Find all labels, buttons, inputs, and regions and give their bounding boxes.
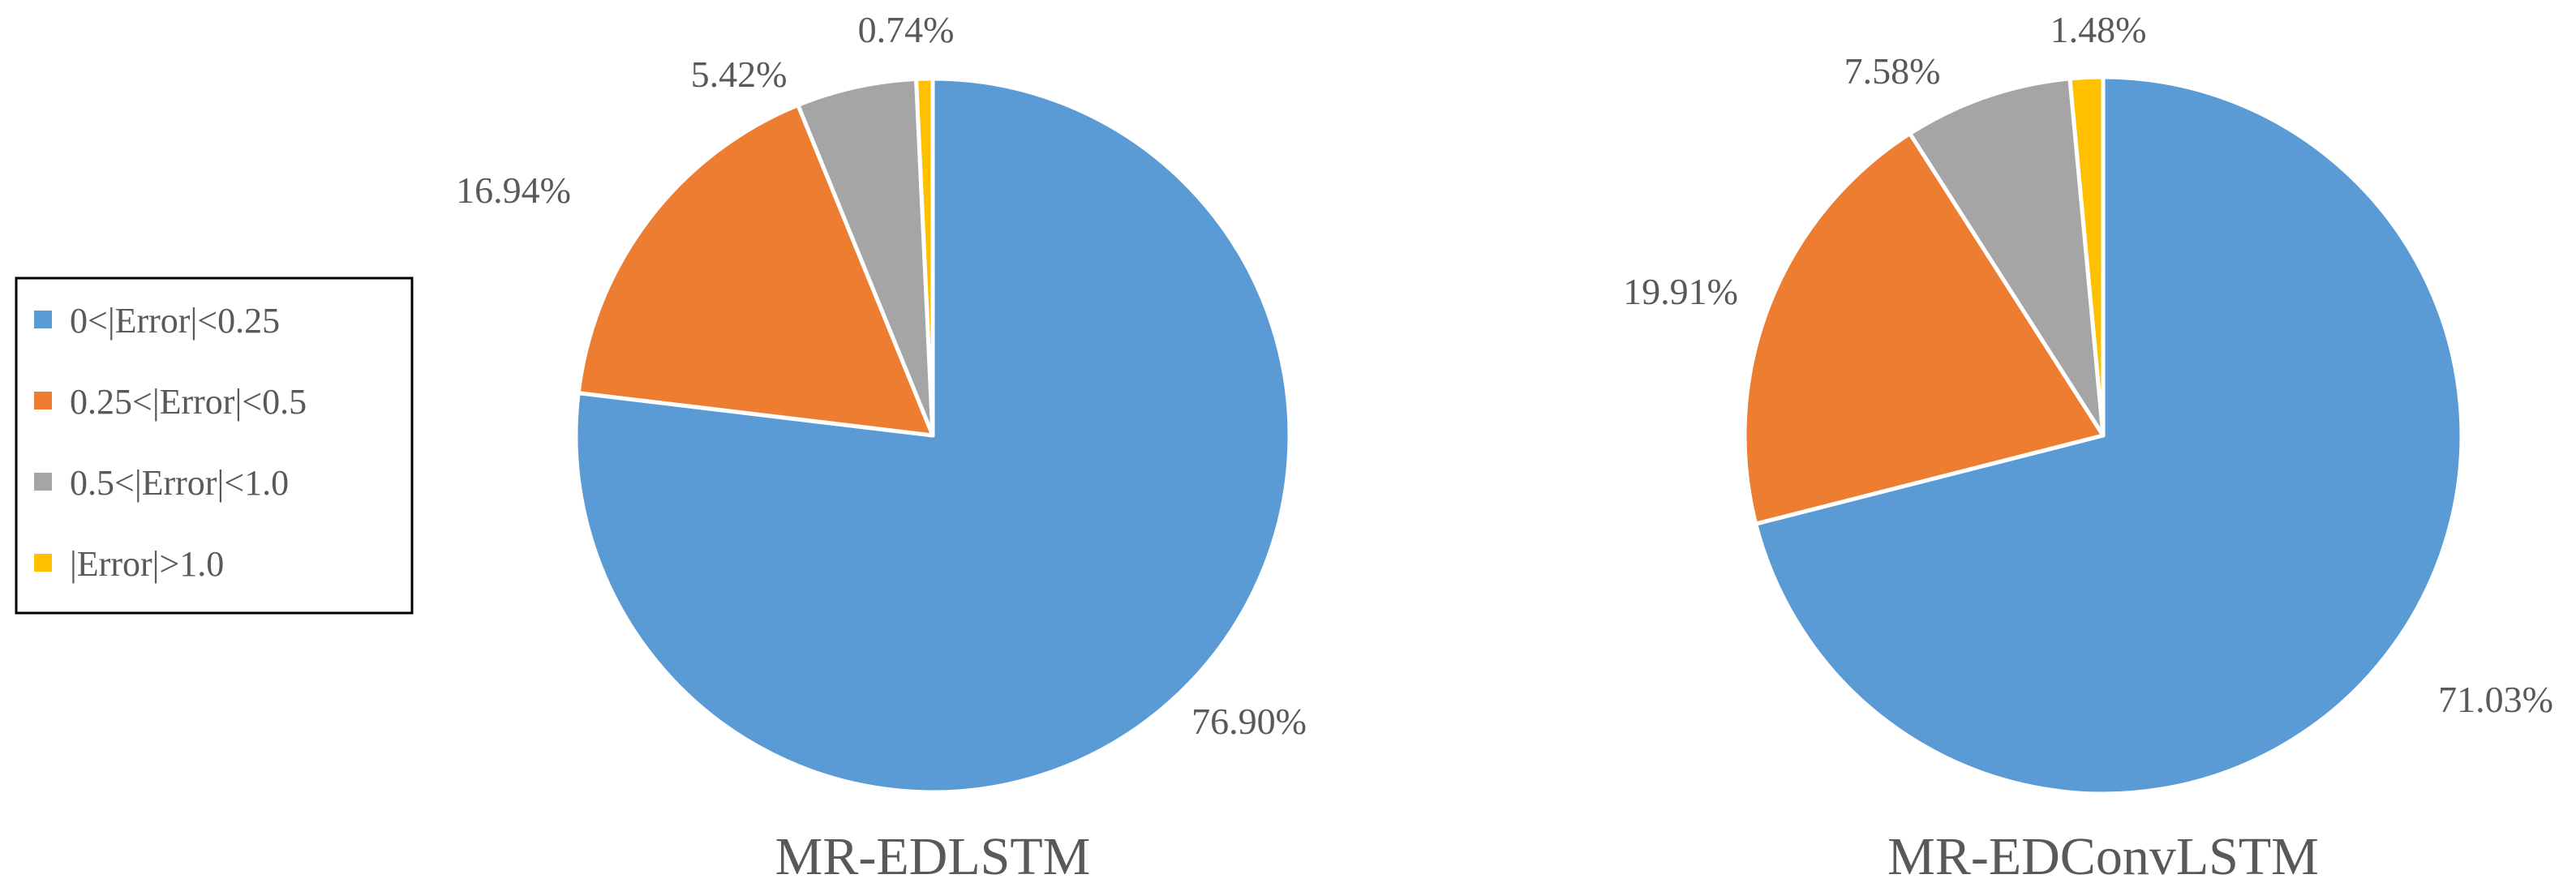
legend-entry: 0<|Error|<0.25: [34, 301, 280, 341]
pie-title: MR-EDConvLSTM: [1887, 827, 2319, 886]
legend-label: 0.25<|Error|<0.5: [70, 382, 307, 422]
slice-label: 0.74%: [858, 9, 955, 50]
slice-label: 71.03%: [2438, 679, 2553, 720]
slice-error-0.5-1.0: [796, 76, 935, 438]
legend-swatch: [34, 554, 52, 572]
slice-error-0-0.25: [1754, 75, 2464, 796]
slice-label: 16.94%: [456, 169, 571, 211]
slice-label: 7.58%: [1844, 50, 1941, 92]
legend-label: |Error|>1.0: [70, 544, 224, 584]
slice-label: 76.90%: [1191, 701, 1307, 742]
legend-swatch: [34, 311, 52, 328]
pie-slices: [573, 76, 1292, 795]
legend-label: 0.5<|Error|<1.0: [70, 463, 289, 503]
legend: 0<|Error|<0.25 0.25<|Error|<0.5 0.5<|Err…: [15, 277, 414, 615]
slice-error-0.25-0.5: [576, 103, 935, 438]
legend-label: 0<|Error|<0.25: [70, 301, 280, 341]
pie-slices: [1742, 75, 2464, 796]
legend-swatch: [34, 473, 52, 491]
legend-swatch: [34, 392, 52, 409]
slice-error-gt-1.0: [2067, 75, 2106, 438]
slice-label: 1.48%: [2050, 9, 2147, 50]
slice-error-gt-1.0: [914, 76, 935, 438]
pie-title: MR-EDLSTM: [775, 827, 1091, 886]
legend-entry: 0.5<|Error|<1.0: [34, 463, 289, 503]
pie-chart-edconvlstm: 71.03% 19.91% 7.58% 1.48% MR-EDConvLSTM: [1623, 9, 2553, 886]
slice-label: 19.91%: [1623, 271, 1738, 312]
slice-error-0-0.25: [573, 76, 1292, 795]
legend-box: [15, 277, 414, 615]
legend-entry: 0.25<|Error|<0.5: [34, 382, 307, 422]
slice-error-0.5-1.0: [1908, 76, 2106, 438]
legend-entry: |Error|>1.0: [34, 544, 224, 584]
slice-error-0.25-0.5: [1742, 131, 2106, 526]
slice-label: 5.42%: [691, 54, 788, 95]
pie-chart-edlstm: 76.90% 16.94% 5.42% 0.74% MR-EDLSTM: [456, 9, 1307, 886]
